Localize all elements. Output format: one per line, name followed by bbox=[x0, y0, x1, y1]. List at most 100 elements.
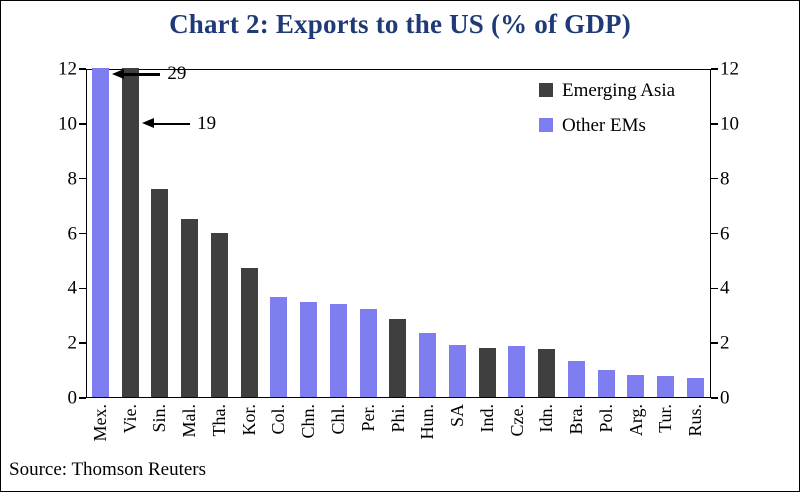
y-axis-tickmark-right bbox=[711, 397, 718, 399]
bar-Col bbox=[270, 296, 288, 397]
annotation-value-label: 29 bbox=[167, 63, 187, 85]
bar-Chn bbox=[300, 302, 318, 397]
y-axis-tick-label-right: 4 bbox=[720, 277, 730, 299]
legend-row: Emerging Asia bbox=[539, 79, 675, 101]
legend-swatch-other bbox=[539, 118, 553, 132]
annotation-value-label: 19 bbox=[197, 112, 217, 134]
x-axis-label-wrap: Phi. bbox=[387, 404, 409, 433]
bar-Pol bbox=[597, 369, 615, 397]
y-axis-tick-label-right: 0 bbox=[720, 387, 730, 409]
y-axis-tickmark-left bbox=[79, 287, 86, 290]
bar-SA bbox=[448, 344, 466, 397]
legend-label: Other EMs bbox=[562, 114, 646, 136]
source-text: Source: Thomson Reuters bbox=[9, 459, 207, 480]
bar-Phi bbox=[389, 318, 407, 397]
x-axis-label: Rus. bbox=[685, 404, 706, 437]
bar-Ind bbox=[478, 347, 496, 397]
y-axis-tickmark-left bbox=[79, 177, 86, 180]
y-axis-tickmark-right bbox=[711, 287, 718, 290]
y-axis-tickmark-right bbox=[711, 177, 718, 180]
bar-Tur bbox=[657, 376, 675, 397]
bar-Vie bbox=[121, 68, 139, 397]
x-axis-label-wrap: Sin. bbox=[149, 404, 170, 433]
x-axis-label: Tur. bbox=[655, 404, 676, 433]
bar-Mal bbox=[181, 218, 199, 397]
bar-Per bbox=[359, 309, 377, 397]
bar-Hun bbox=[419, 332, 437, 397]
y-axis-tick-label-left: 6 bbox=[67, 223, 78, 244]
x-axis-label: SA bbox=[447, 404, 468, 428]
x-axis-label: Chn. bbox=[298, 404, 319, 439]
x-axis-label-wrap: Idn. bbox=[536, 404, 557, 433]
x-axis-label: Mex. bbox=[89, 404, 110, 442]
bar-Idn bbox=[538, 349, 556, 397]
x-axis-label-wrap: Ind. bbox=[476, 404, 498, 433]
x-axis-label-wrap: SA bbox=[447, 404, 468, 428]
x-axis-label: Ind. bbox=[476, 404, 497, 433]
y-axis-tickmark-left bbox=[79, 342, 86, 344]
y-axis-tick-label-left: 4 bbox=[67, 277, 78, 299]
bar-Tha bbox=[210, 232, 228, 397]
x-axis-label: Kor. bbox=[238, 404, 259, 436]
legend-swatch-asia bbox=[539, 83, 553, 97]
annotation-arrowhead bbox=[142, 118, 155, 129]
x-axis-label: Hun. bbox=[417, 404, 438, 440]
y-axis-tickmark-left bbox=[79, 123, 86, 125]
x-axis-label-wrap: Per. bbox=[357, 404, 379, 432]
x-axis-label-wrap: Tha. bbox=[209, 404, 230, 437]
x-axis-label-wrap: Chn. bbox=[298, 404, 319, 439]
x-axis-label: Idn. bbox=[536, 404, 557, 433]
x-axis-label: Cze. bbox=[506, 404, 527, 437]
x-axis-label: Pol. bbox=[595, 404, 616, 433]
y-axis-tick-label-right: 6 bbox=[720, 223, 730, 244]
x-axis-label: Per. bbox=[357, 404, 378, 432]
chart-title: Chart 2: Exports to the US (% of GDP) bbox=[169, 9, 631, 39]
y-axis-tick-label-left: 2 bbox=[67, 332, 78, 354]
y-axis-tick-label-left: 10 bbox=[58, 113, 77, 135]
x-axis-label-wrap: Mal. bbox=[179, 404, 200, 438]
x-axis-label-wrap: Kor. bbox=[238, 404, 260, 436]
y-axis-tickmark-left bbox=[79, 397, 86, 399]
bar-Kor bbox=[240, 268, 258, 397]
legend-row: Other EMs bbox=[539, 114, 675, 136]
x-axis-label-wrap: Tur. bbox=[655, 404, 676, 433]
x-axis-label: Phi. bbox=[387, 404, 408, 433]
x-axis-label-wrap: Rus. bbox=[685, 404, 706, 437]
x-axis-label: Chl. bbox=[328, 404, 349, 435]
x-axis-label-wrap: Mex. bbox=[89, 404, 111, 442]
y-axis-tick-label-left: 8 bbox=[67, 168, 78, 190]
x-axis-label: Tha. bbox=[209, 404, 230, 437]
annotation-arrowhead bbox=[112, 68, 125, 79]
y-axis-tickmark-right bbox=[711, 123, 718, 125]
y-axis-tick-label-left: 0 bbox=[67, 387, 78, 409]
x-axis-label: Bra. bbox=[566, 404, 587, 435]
bar-Chl bbox=[329, 303, 347, 397]
annotation-arrow-line bbox=[153, 122, 191, 125]
bar-Rus bbox=[687, 377, 705, 397]
x-axis-label-wrap: Chl. bbox=[328, 404, 349, 435]
x-axis-label-wrap: Pol. bbox=[595, 404, 617, 433]
x-axis-label-wrap: Bra. bbox=[566, 404, 587, 435]
y-axis-tickmark-right bbox=[711, 232, 718, 235]
annotation-arrow-line bbox=[123, 73, 161, 76]
y-axis-tick-label-right: 2 bbox=[720, 332, 730, 354]
y-axis-tick-label-right: 12 bbox=[720, 58, 739, 80]
y-axis-tickmark-right bbox=[711, 342, 718, 344]
bar-Arg bbox=[627, 375, 645, 397]
y-axis-tickmark-right bbox=[711, 68, 718, 70]
plot-area bbox=[86, 68, 711, 398]
x-axis-label-wrap: Cze. bbox=[506, 404, 528, 437]
y-axis-tickmark-left bbox=[79, 68, 86, 70]
x-axis-label-wrap: Vie. bbox=[120, 404, 141, 433]
y-axis-tick-label-right: 8 bbox=[720, 168, 730, 190]
x-axis-label-wrap: Col. bbox=[268, 404, 290, 435]
x-axis-label: Mal. bbox=[179, 404, 200, 438]
x-axis-label: Col. bbox=[268, 404, 289, 435]
y-axis-tick-label-left: 12 bbox=[58, 58, 77, 80]
y-axis-tickmark-left bbox=[79, 232, 86, 235]
legend: Emerging Asia Other EMs bbox=[539, 79, 675, 149]
bar-Bra bbox=[567, 361, 585, 397]
bar-Cze bbox=[508, 346, 526, 397]
bar-Sin bbox=[151, 188, 169, 397]
